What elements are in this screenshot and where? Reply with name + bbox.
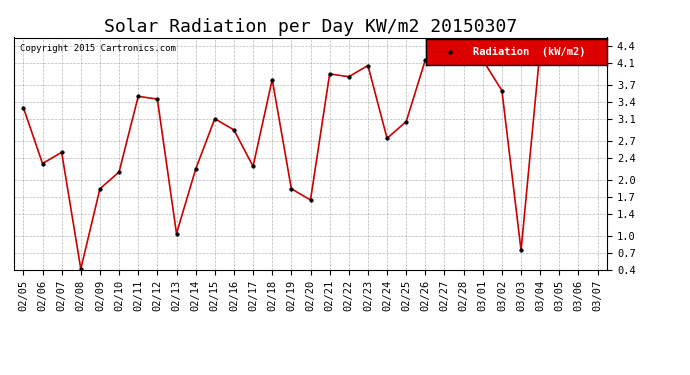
Title: Solar Radiation per Day KW/m2 20150307: Solar Radiation per Day KW/m2 20150307 xyxy=(104,18,517,36)
Text: Copyright 2015 Cartronics.com: Copyright 2015 Cartronics.com xyxy=(20,45,176,54)
